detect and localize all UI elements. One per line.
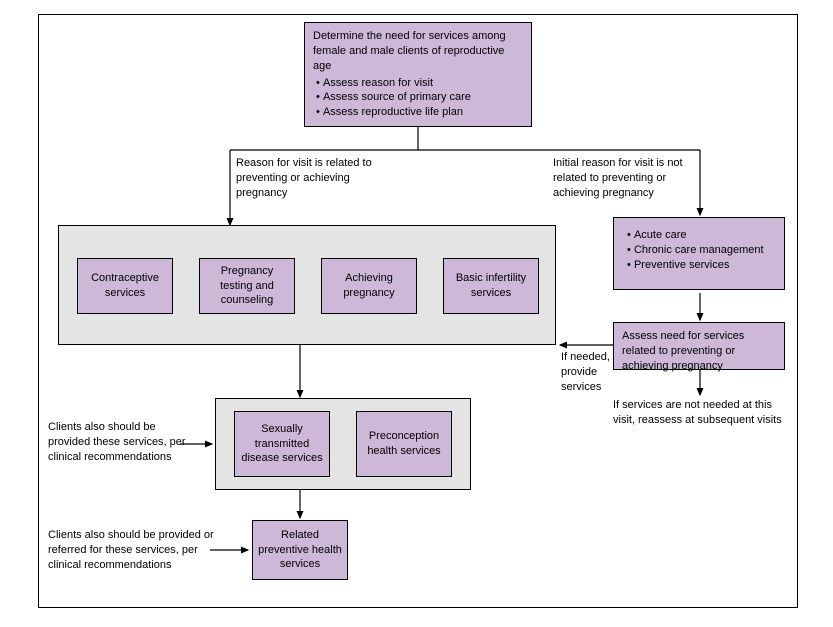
side-label-1: Clients also should be provided these se… (48, 420, 188, 465)
service-std: Sexually transmitted disease services (234, 411, 330, 477)
assess-need-box: Assess need for services related to prev… (613, 322, 785, 370)
right-branch-label: Initial reason for visit is not related … (553, 156, 705, 201)
determine-bullet-3: • Assess reproductive life plan (313, 105, 523, 120)
service-infertility: Basic infertility services (443, 258, 539, 314)
care-bullet-2: • Chronic care management (624, 243, 774, 258)
determine-need-title: Determine the need for services among fe… (313, 29, 523, 74)
side-label-2: Clients also should be provided or refer… (48, 528, 216, 573)
determine-bullet-2: • Assess source of primary care (313, 90, 523, 105)
services-group: Contraceptive services Pregnancy testing… (58, 225, 556, 345)
additional-services-group: Sexually transmitted disease services Pr… (215, 398, 471, 490)
care-bullet-1: • Acute care (624, 228, 774, 243)
service-achieving-pregnancy: Achieving pregnancy (321, 258, 417, 314)
not-needed-label: If services are not needed at this visit… (613, 398, 791, 428)
if-needed-label: If needed, provide services (561, 350, 621, 395)
determine-need-box: Determine the need for services among fe… (304, 22, 532, 127)
care-types-box: • Acute care • Chronic care management •… (613, 217, 785, 290)
service-contraceptive: Contraceptive services (77, 258, 173, 314)
determine-bullet-1: • Assess reason for visit (313, 76, 523, 91)
service-pregnancy-testing: Pregnancy testing and counseling (199, 258, 295, 314)
care-bullet-3: • Preventive services (624, 258, 774, 273)
related-preventive-box: Related preventive health services (252, 520, 348, 580)
flowchart-canvas: Determine the need for services among fe… (0, 0, 833, 627)
service-preconception: Preconception health services (356, 411, 452, 477)
left-branch-label: Reason for visit is related to preventin… (236, 156, 396, 201)
